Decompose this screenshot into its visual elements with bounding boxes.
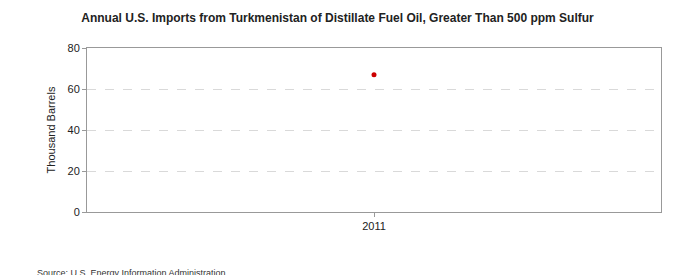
svg-text:Source: U.S. Energy Informatio: Source: U.S. Energy Information Administ… [37, 268, 226, 275]
svg-text:60: 60 [68, 83, 80, 95]
svg-text:40: 40 [68, 124, 80, 136]
svg-text:2011: 2011 [362, 220, 386, 232]
svg-text:20: 20 [68, 165, 80, 177]
svg-text:0: 0 [74, 206, 80, 218]
svg-text:Annual U.S. Imports from Turkm: Annual U.S. Imports from Turkmenistan of… [81, 11, 594, 25]
svg-text:Thousand Barrels: Thousand Barrels [45, 86, 57, 173]
svg-text:80: 80 [68, 42, 80, 54]
